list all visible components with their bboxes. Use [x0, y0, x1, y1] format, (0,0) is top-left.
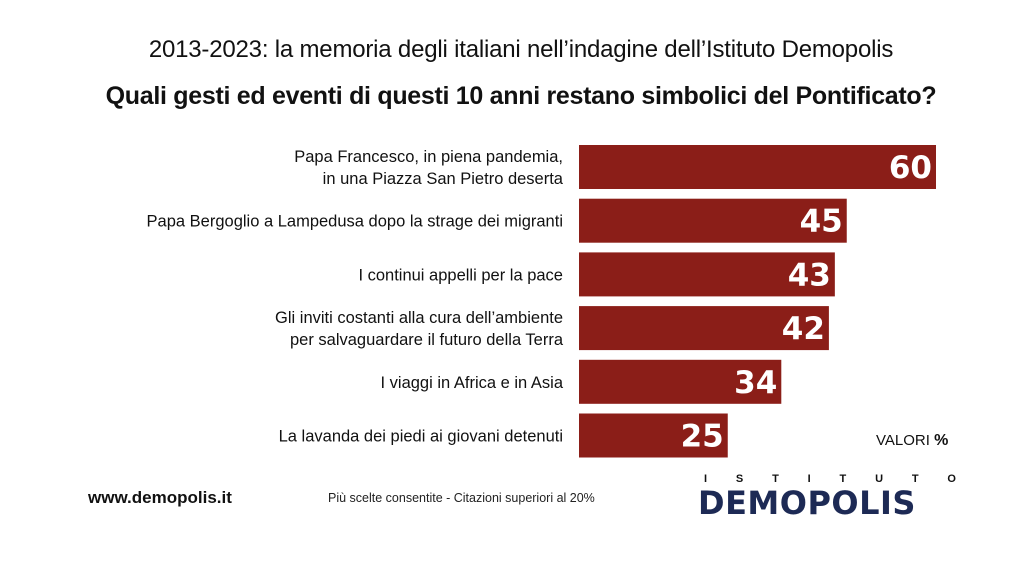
category-label: Papa Francesco, in piena pandemia,	[294, 148, 563, 166]
logo-demopolis-text: DEMOPOLIS	[698, 484, 916, 522]
logo-letter: S	[735, 473, 744, 485]
bar-value-label: 43	[788, 257, 831, 293]
bar-value-label: 60	[889, 150, 932, 186]
bar-value-label: 45	[800, 204, 843, 240]
logo-letter: O	[947, 473, 956, 485]
unit-note-label: VALORI	[876, 432, 930, 449]
category-label: Gli inviti costanti alla cura dell’ambie…	[275, 309, 563, 327]
bar	[579, 306, 829, 351]
bar-value-label: 34	[734, 365, 777, 401]
unit-note-symbol: %	[934, 432, 949, 449]
bar	[579, 145, 936, 189]
category-label: Papa Bergoglio a Lampedusa dopo la strag…	[147, 213, 563, 231]
logo-letter: T	[772, 473, 779, 485]
bar	[579, 359, 782, 404]
category-label: La lavanda dei piedi ai giovani detenuti	[279, 428, 563, 446]
category-label: in una Piazza San Pietro deserta	[323, 170, 564, 188]
bar	[579, 198, 847, 243]
chart-subtitle: 2013-2023: la memoria degli italiani nel…	[148, 36, 894, 63]
logo-o-letter: O	[779, 484, 808, 522]
bar-value-label: 25	[681, 419, 724, 455]
website-url[interactable]: www.demopolis.it	[88, 488, 232, 507]
unit-note: VALORI %	[876, 432, 948, 450]
bar	[579, 413, 728, 458]
category-label: per salvaguardare il futuro della Terra	[290, 331, 564, 349]
logo-letter: T	[839, 473, 847, 485]
logo-letter: T	[911, 473, 919, 485]
category-label: I continui appelli per la pace	[358, 266, 563, 284]
chart-title: Quali gesti ed eventi di questi 10 anni …	[105, 82, 937, 110]
footnote: Più scelte consentite - Citazioni superi…	[328, 491, 595, 505]
logo-letter: I	[807, 473, 811, 485]
bar	[579, 252, 835, 297]
bar-value-label: 42	[782, 311, 825, 347]
logo-letter: U	[875, 473, 884, 485]
category-label: I viaggi in Africa e in Asia	[380, 374, 563, 392]
logo-letter: I	[704, 473, 708, 485]
